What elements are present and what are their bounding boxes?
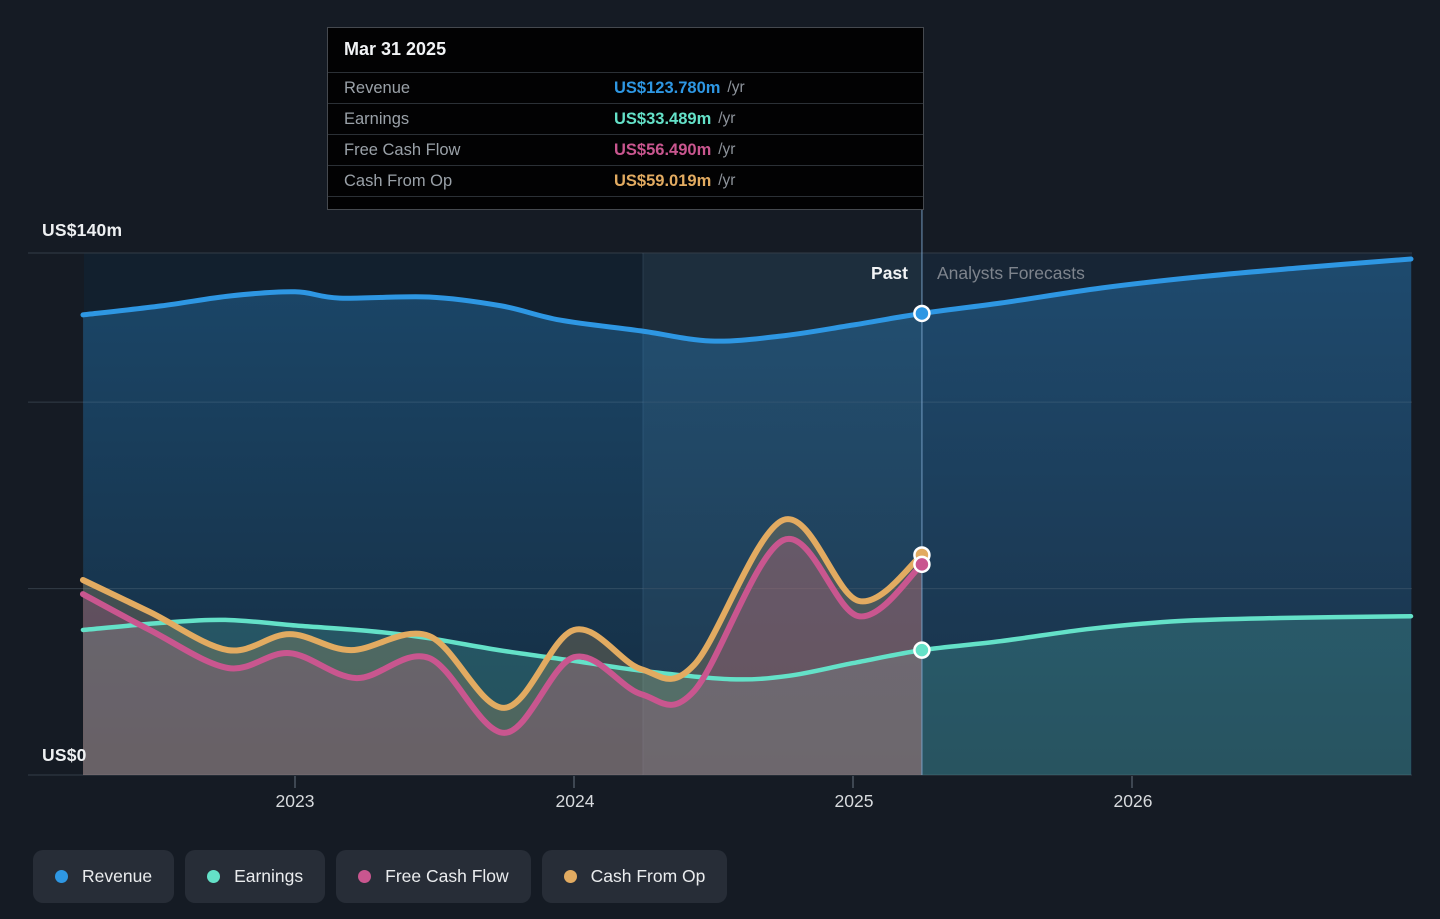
fcf-area (82, 538, 922, 775)
cashop-line (79, 516, 925, 711)
tooltip-unit: /yr (718, 141, 736, 158)
tooltip-label: Cash From Op (344, 171, 453, 190)
legend-label: Cash From Op (590, 866, 706, 886)
tooltip-row-free-cash-flow: Free Cash Flow US$56.490m /yr (328, 134, 923, 165)
legend-label: Revenue (82, 866, 153, 886)
past-region-label: Past (871, 263, 908, 283)
fcf-line (79, 535, 925, 736)
legend-label: Free Cash Flow (385, 866, 509, 886)
earnings-divider-marker (913, 641, 931, 659)
tooltip-value: US$56.490m (614, 140, 712, 159)
tooltip-row-cash-from-op: Cash From Op US$59.019m /yr (328, 165, 923, 197)
x-tick-2024: 2024 (555, 791, 595, 811)
tooltip-label: Free Cash Flow (344, 140, 461, 159)
x-tick-2025: 2025 (834, 791, 874, 811)
forecast-region-label: Analysts Forecasts (937, 263, 1085, 283)
tooltip-date: Mar 31 2025 (344, 39, 447, 59)
tooltip-value: US$123.780m (614, 78, 721, 97)
tooltip-unit: /yr (718, 110, 736, 127)
legend-label: Earnings (234, 866, 304, 886)
x-tick-2026: 2026 (1113, 791, 1153, 811)
tooltip-row-earnings: Earnings US$33.489m /yr (328, 103, 923, 134)
chart-tooltip: Mar 31 2025 Revenue US$123.780m /yr Earn… (327, 27, 924, 210)
revenue-line (80, 256, 1414, 344)
chart-legend: Revenue Earnings Free Cash Flow Cash Fro… (33, 850, 728, 903)
legend-item-cash-from-op[interactable]: Cash From Op (541, 850, 728, 903)
cashop-area (82, 519, 922, 775)
cash-from-op-dot-icon (563, 870, 577, 883)
legend-item-free-cash-flow[interactable]: Free Cash Flow (336, 850, 531, 903)
revenue-area (82, 259, 1412, 775)
earnings-line (80, 613, 1414, 682)
earnings-dot-icon (207, 870, 221, 883)
tooltip-value: US$33.489m (614, 109, 712, 128)
tooltip-unit: /yr (718, 172, 736, 189)
tooltip-unit: /yr (727, 79, 745, 96)
y-axis-max-label: US$140m (42, 220, 123, 240)
free-cash-flow-dot-icon (358, 870, 372, 883)
y-axis-zero-label: US$0 (42, 745, 87, 765)
tooltip-row-revenue: Revenue US$123.780m /yr (328, 72, 923, 103)
legend-item-earnings[interactable]: Earnings (185, 850, 326, 903)
legend-item-revenue[interactable]: Revenue (33, 850, 175, 903)
tooltip-value: US$59.019m (614, 171, 712, 190)
x-tick-2023: 2023 (275, 791, 315, 811)
fcf-divider-marker (913, 555, 931, 574)
revenue-divider-marker (913, 304, 931, 323)
tooltip-label: Earnings (344, 109, 410, 128)
tooltip-label: Revenue (344, 78, 411, 97)
revenue-dot-icon (55, 870, 68, 883)
